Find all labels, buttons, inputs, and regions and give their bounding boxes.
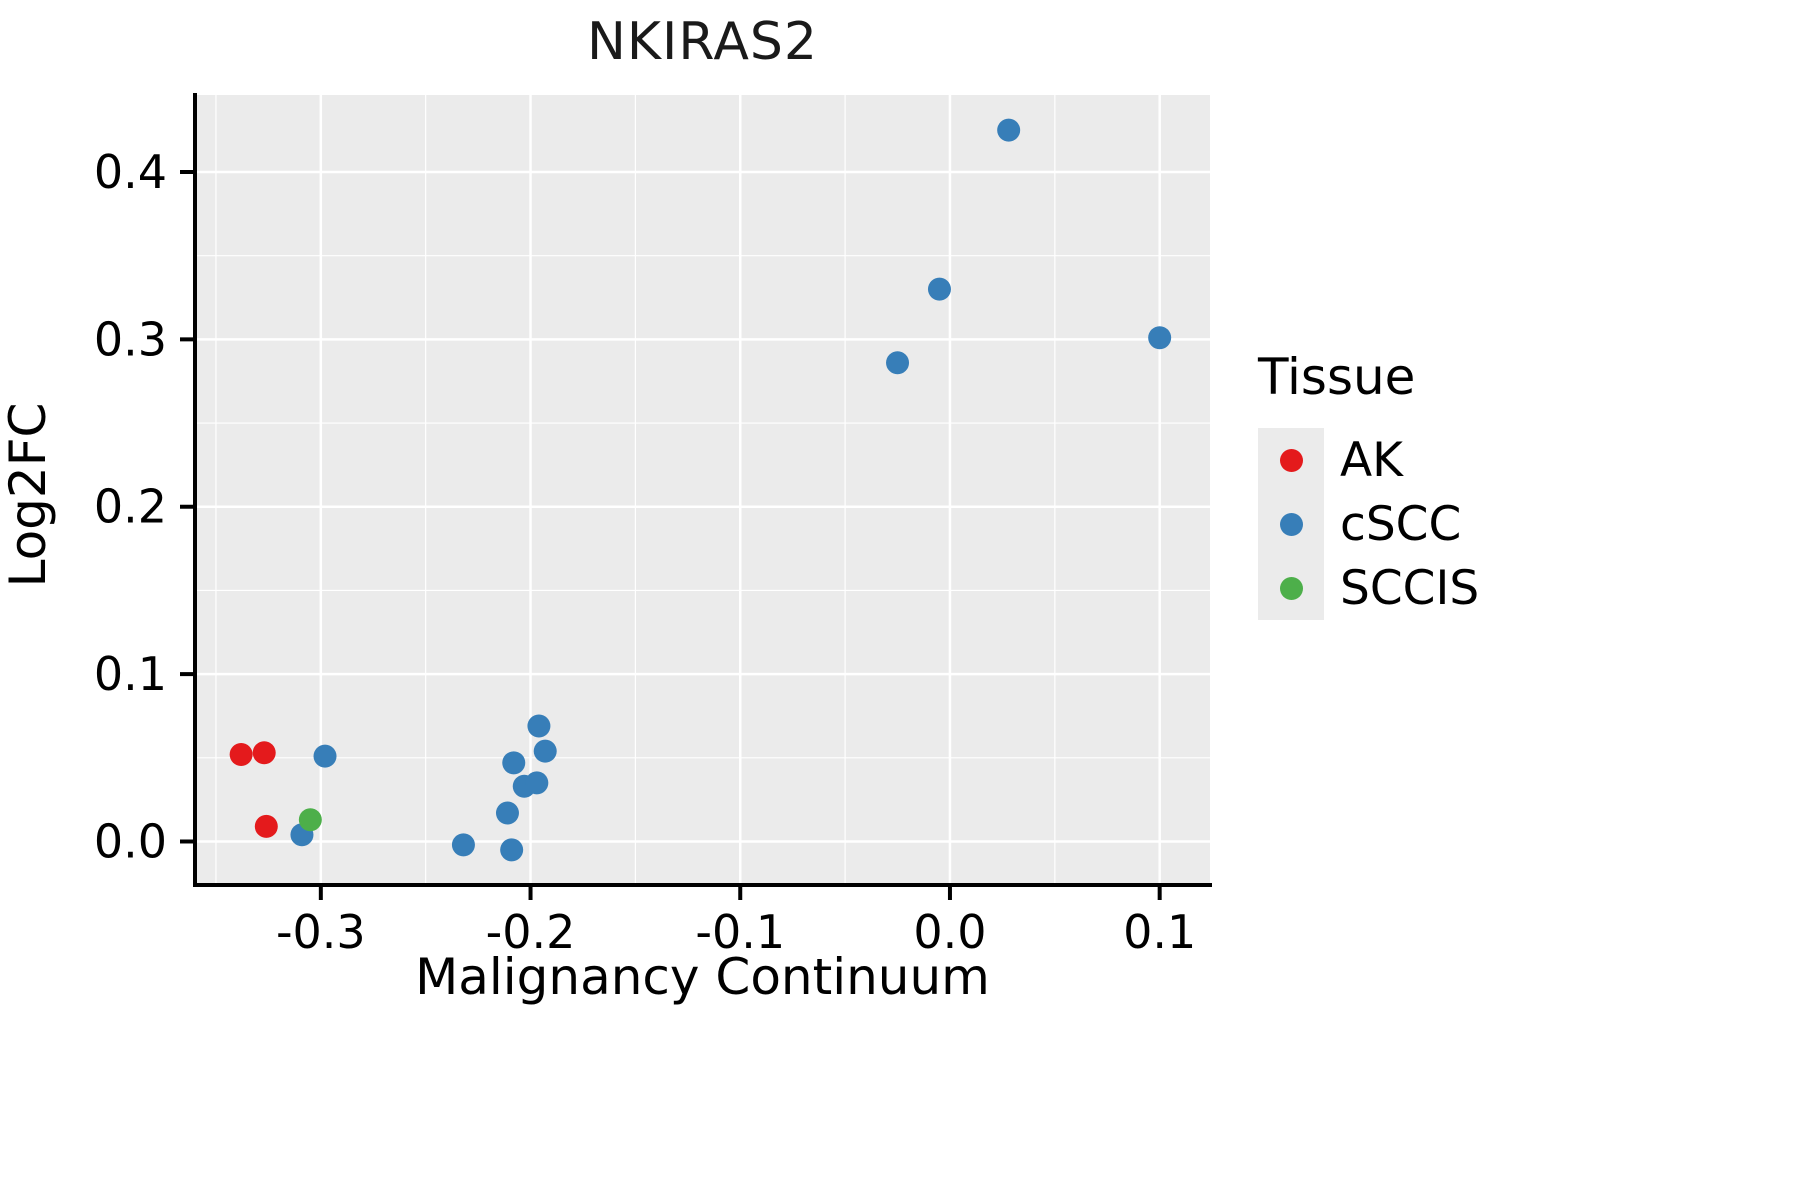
legend-item-ak: AK — [1258, 428, 1479, 492]
legend-label-sccis: SCCIS — [1340, 560, 1480, 616]
legend-item-cscc: cSCC — [1258, 492, 1479, 556]
data-point — [298, 808, 322, 832]
data-point — [927, 277, 951, 301]
data-point — [997, 118, 1021, 142]
y-tick-label: 0.1 — [94, 647, 167, 701]
y-tick-label: 0.4 — [94, 145, 167, 199]
data-point — [527, 714, 551, 738]
y-tick-label: 0.2 — [94, 480, 167, 534]
legend-key-box — [1258, 556, 1324, 620]
x-tick-label: -0.2 — [486, 905, 576, 959]
legend-key-box — [1258, 492, 1324, 556]
y-tick-label: 0.0 — [94, 814, 167, 868]
x-axis-title: Malignancy Continuum — [415, 948, 990, 1006]
legend: Tissue AK cSCC SCCIS — [1258, 348, 1479, 620]
data-point — [525, 771, 549, 795]
data-point — [886, 351, 910, 375]
data-point — [229, 742, 253, 766]
data-point — [533, 739, 557, 763]
y-axis-title: Log2FC — [0, 402, 57, 588]
data-point — [252, 741, 276, 765]
x-tick-label: -0.3 — [276, 905, 366, 959]
data-point — [495, 801, 519, 825]
legend-key-box — [1258, 428, 1324, 492]
legend-item-sccis: SCCIS — [1258, 556, 1479, 620]
x-tick-label: -0.1 — [695, 905, 785, 959]
legend-title: Tissue — [1258, 348, 1416, 406]
cscc-swatch-icon — [1279, 512, 1303, 536]
data-point — [1148, 326, 1172, 350]
chart-title: NKIRAS2 — [586, 12, 819, 72]
data-point — [451, 833, 475, 857]
plot-panel — [195, 95, 1210, 885]
data-point — [500, 838, 524, 862]
x-tick-label: 0.1 — [1123, 905, 1196, 959]
sccis-swatch-icon — [1279, 576, 1303, 600]
data-point — [502, 751, 526, 775]
y-tick-label: 0.3 — [94, 312, 167, 366]
data-point — [313, 744, 337, 768]
data-point — [254, 814, 278, 838]
x-tick-label: 0.0 — [913, 905, 986, 959]
legend-label-ak: AK — [1340, 432, 1403, 488]
legend-label-cscc: cSCC — [1340, 496, 1462, 552]
ak-swatch-icon — [1279, 448, 1303, 472]
